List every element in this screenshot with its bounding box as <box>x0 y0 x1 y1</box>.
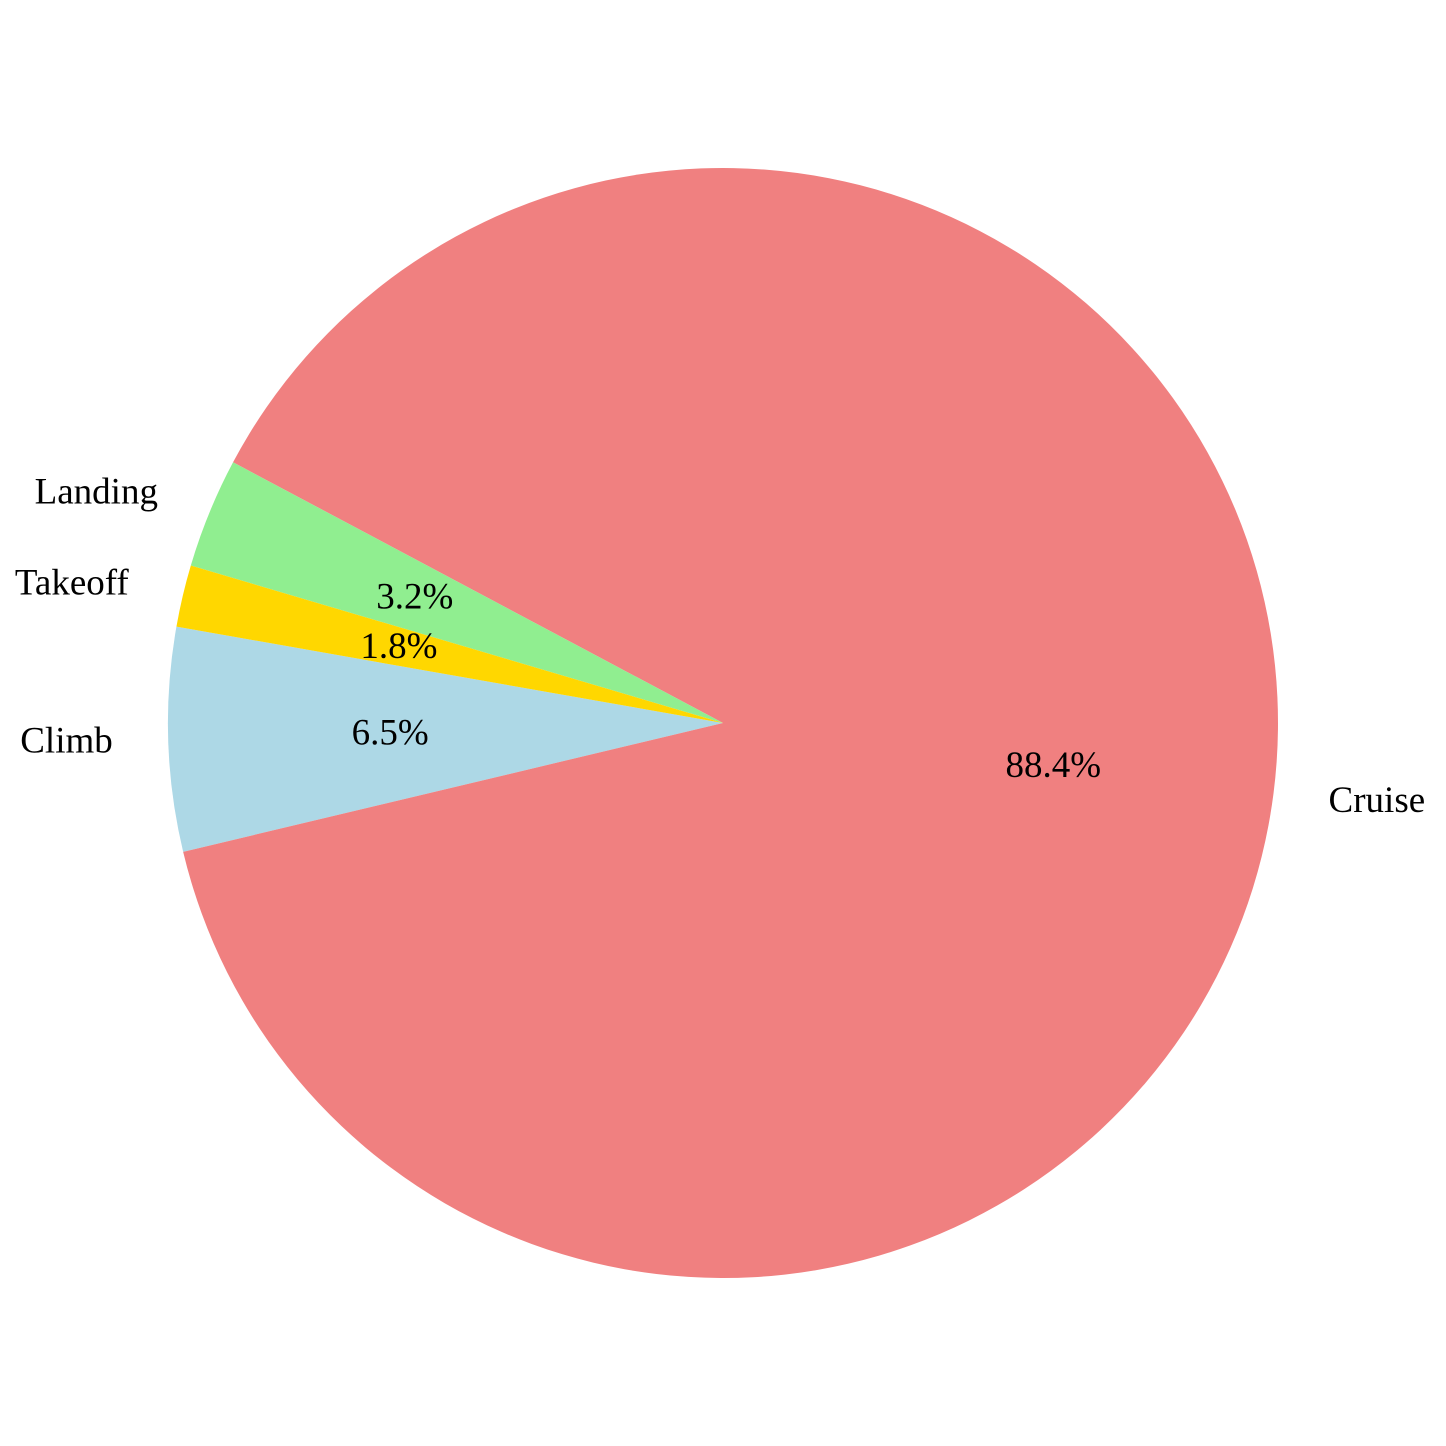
slice-label-cruise: Cruise <box>1329 780 1426 821</box>
pie-slice-landing <box>190 462 723 723</box>
pie-labels: Climb 6.5% Cruise 88.4% Landing 3.2% Takeoff 1.… <box>15 471 1425 821</box>
slice-label-takeoff: Takeoff <box>15 563 130 604</box>
slice-value-cruise: 88.4% <box>1006 745 1102 786</box>
pie-slice-climb <box>167 626 723 852</box>
slice-value-landing: 3.2% <box>376 576 453 617</box>
slice-value-takeoff: 1.8% <box>360 626 437 667</box>
pie-slice-cruise <box>183 168 1278 1279</box>
pie-slices <box>167 168 1278 1279</box>
slice-label-landing: Landing <box>35 471 158 512</box>
slice-value-climb: 6.5% <box>352 712 429 753</box>
slice-label-climb: Climb <box>20 721 113 762</box>
pie-slice-takeoff <box>176 565 723 723</box>
